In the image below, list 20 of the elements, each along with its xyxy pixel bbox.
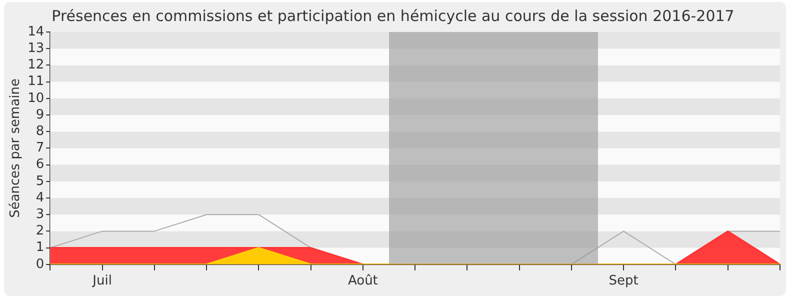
chart-title: Présences en commissions et participation en hémicycle au cours de la session 2016-2017 [52,6,734,25]
x-tick-label: Août [348,274,378,289]
y-tick-label: 5 [36,174,44,189]
y-axis-title: Séances par semaine [8,78,24,218]
y-tick-label: 7 [36,140,44,156]
y-tick-label: 0 [36,256,44,272]
y-tick-label: 1 [36,240,44,256]
x-tick-label: Sept [608,274,638,289]
y-tick-label: 14 [28,24,44,40]
y-tick-label: 13 [28,40,44,56]
x-tick-label: Juil [92,274,112,289]
y-tick-label: 10 [28,90,44,106]
y-tick-label: 9 [36,107,44,122]
y-tick-label: 12 [28,58,44,73]
y-tick-label: 6 [36,157,44,172]
y-tick-label: 2 [36,224,44,239]
y-tick-label: 4 [36,190,44,206]
y-tick-label: 8 [36,124,44,139]
y-tick-label: 11 [28,74,44,90]
y-tick-label: 3 [36,206,44,222]
